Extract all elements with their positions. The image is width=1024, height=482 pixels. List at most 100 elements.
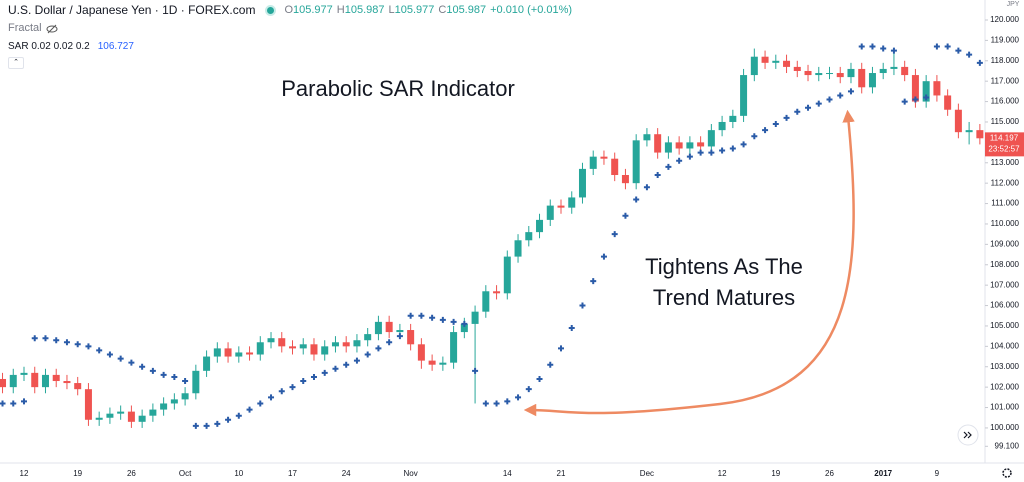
candle-body	[342, 342, 350, 347]
arrow	[523, 109, 855, 417]
sar-point	[375, 345, 382, 352]
candle-body	[911, 75, 919, 102]
sar-point	[128, 359, 135, 366]
sar-point	[418, 312, 425, 319]
sar-point	[182, 378, 189, 385]
candle-body	[9, 374, 17, 388]
sar-point	[719, 147, 726, 154]
sar-point	[214, 420, 221, 427]
candle-body	[836, 73, 844, 78]
candle-body	[192, 370, 200, 394]
collapse-button[interactable]: ⌃	[8, 57, 24, 69]
annotation-text: Tightens As The	[645, 254, 803, 279]
sar-point	[558, 345, 564, 352]
y-tick-label: 113.000	[991, 158, 1020, 167]
sar-point	[504, 398, 511, 405]
sar-point	[515, 394, 522, 401]
candle-body	[879, 68, 887, 74]
sar-point	[525, 386, 532, 393]
candle-body	[0, 378, 7, 388]
candle-body	[783, 60, 791, 67]
candle-body	[364, 334, 372, 341]
candle-body	[224, 348, 232, 357]
sar-point	[708, 149, 715, 156]
candle-body	[138, 415, 146, 422]
sar-point	[783, 114, 790, 121]
sar-point	[654, 172, 661, 179]
candle-body	[772, 60, 780, 63]
candle-body	[417, 344, 425, 361]
y-tick-label: 118.000	[991, 56, 1020, 65]
candle-body	[568, 197, 576, 208]
sar-point	[579, 302, 586, 309]
annotation-title: Parabolic SAR Indicator	[281, 76, 515, 101]
ohlc-key: H	[336, 4, 345, 16]
candle-body	[729, 115, 737, 122]
candle-body	[170, 399, 178, 404]
sar-point	[976, 59, 983, 66]
sar-point	[890, 47, 897, 54]
sar-point	[772, 121, 779, 128]
candle-body	[976, 130, 984, 139]
x-tick-label: 10	[234, 469, 243, 478]
candle-body	[407, 330, 415, 345]
indicator-label: SAR 0.02 0.02 0.2	[8, 41, 90, 52]
candle-body	[439, 362, 447, 365]
legend: U.S. Dollar / Japanese Yen · 1D · FOREX.…	[8, 3, 572, 69]
candle-body	[460, 323, 468, 333]
scroll-button[interactable]	[957, 424, 979, 446]
candle-body	[289, 346, 296, 349]
candle-body	[256, 342, 264, 355]
candle-body	[600, 156, 608, 159]
y-tick-label: 112.000	[991, 178, 1020, 187]
sar-point	[278, 388, 285, 395]
sar-point	[0, 400, 6, 407]
candle-body	[41, 374, 49, 388]
candle-body	[310, 344, 318, 355]
candle-body	[847, 68, 855, 78]
sar-point	[450, 318, 457, 325]
candle-body	[374, 321, 382, 335]
sar-point	[740, 141, 747, 148]
sar-point	[63, 339, 70, 346]
candle-body	[632, 140, 640, 184]
candle-body	[750, 56, 758, 76]
sar-point	[332, 365, 339, 372]
candle-body	[213, 348, 221, 357]
x-tick-label: 24	[342, 469, 351, 478]
sar-point	[364, 351, 371, 358]
sar-point	[944, 43, 951, 50]
sar-point	[805, 104, 812, 111]
ohlc-key: O	[284, 4, 293, 16]
x-tick-label: 2017	[874, 469, 892, 478]
sar-point	[268, 394, 275, 401]
annotation-text: Trend Matures	[653, 285, 795, 310]
sar-point	[966, 51, 973, 58]
candle-body	[965, 130, 973, 133]
sar-point	[203, 422, 210, 429]
x-tick-label: Dec	[640, 469, 654, 478]
candle-body	[117, 411, 125, 414]
candle-body	[428, 360, 436, 365]
sar-point	[300, 378, 307, 385]
sar-point	[547, 361, 554, 368]
sar-point	[117, 355, 124, 362]
candle-body	[450, 332, 458, 363]
sar-point	[106, 351, 113, 358]
settings-icon[interactable]	[1002, 468, 1012, 478]
candle-body	[954, 109, 962, 133]
change: +0.010 (+0.01%)	[490, 4, 573, 16]
sar-point	[762, 127, 769, 134]
y-tick-label: 100.000	[990, 423, 1019, 432]
eye-icon[interactable]	[46, 24, 58, 34]
sar-point	[386, 339, 393, 346]
sar-point	[600, 253, 607, 260]
candle-body	[858, 68, 866, 88]
symbol-row: U.S. Dollar / Japanese Yen · 1D · FOREX.…	[8, 3, 572, 18]
sar-point	[96, 347, 103, 354]
y-tick-label: 110.000	[991, 219, 1020, 228]
sar-point	[482, 400, 489, 407]
sar-point	[676, 157, 683, 164]
x-tick-label: 21	[557, 469, 566, 478]
